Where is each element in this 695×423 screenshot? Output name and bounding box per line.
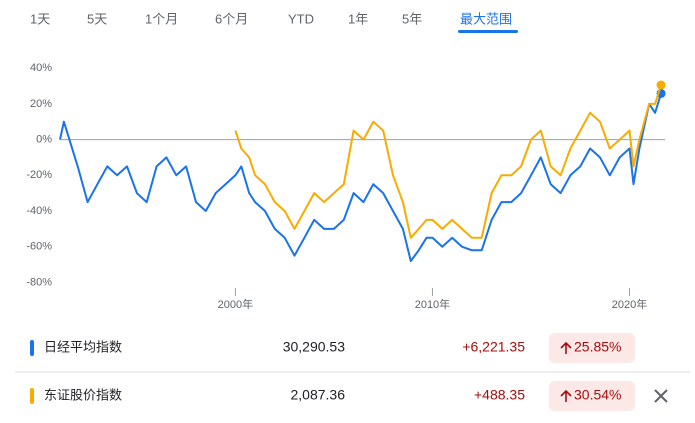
series-line (59, 93, 663, 262)
up-arrow (560, 341, 572, 354)
x-tick-label: 2020年 (612, 297, 647, 311)
tab[interactable]: 6个月 (215, 11, 248, 26)
up-arrow (560, 389, 572, 402)
percent-pill (549, 381, 635, 411)
series-line (234, 84, 663, 239)
percent-pill (549, 333, 635, 363)
x-tick-label: 2000年 (218, 297, 253, 311)
tab[interactable]: 1个月 (145, 11, 178, 26)
row-price: 30,290.53 (283, 339, 345, 355)
row-name[interactable]: 东证股价指数 (44, 387, 122, 402)
y-tick-label: 40% (30, 62, 52, 74)
row-percent: 25.85% (574, 339, 621, 355)
row-percent: 30.54% (574, 387, 621, 403)
y-tick-label: -40% (26, 205, 52, 217)
x-tick-label: 2010年 (415, 297, 450, 311)
tab[interactable]: 最大范围 (460, 11, 512, 26)
y-tick-label: 0% (36, 133, 52, 145)
tab[interactable]: 1天 (30, 11, 50, 26)
remove-button[interactable] (654, 389, 668, 403)
y-tick-label: -20% (26, 169, 52, 181)
y-tick-label: -80% (26, 276, 52, 288)
series-marker (30, 388, 34, 404)
tab[interactable]: 5年 (402, 11, 422, 26)
y-tick-label: 20% (30, 98, 52, 110)
series-marker (30, 340, 34, 356)
tab[interactable]: YTD (288, 11, 314, 26)
end-dot (656, 80, 666, 90)
y-tick-label: -60% (26, 241, 52, 253)
row-change: +488.35 (474, 387, 525, 403)
row-price: 2,087.36 (291, 387, 346, 403)
tab-underline (458, 30, 518, 33)
tab[interactable]: 5天 (87, 11, 107, 26)
row-change: +6,221.35 (462, 339, 525, 355)
row-name[interactable]: 日经平均指数 (44, 339, 122, 354)
tab[interactable]: 1年 (348, 11, 368, 26)
